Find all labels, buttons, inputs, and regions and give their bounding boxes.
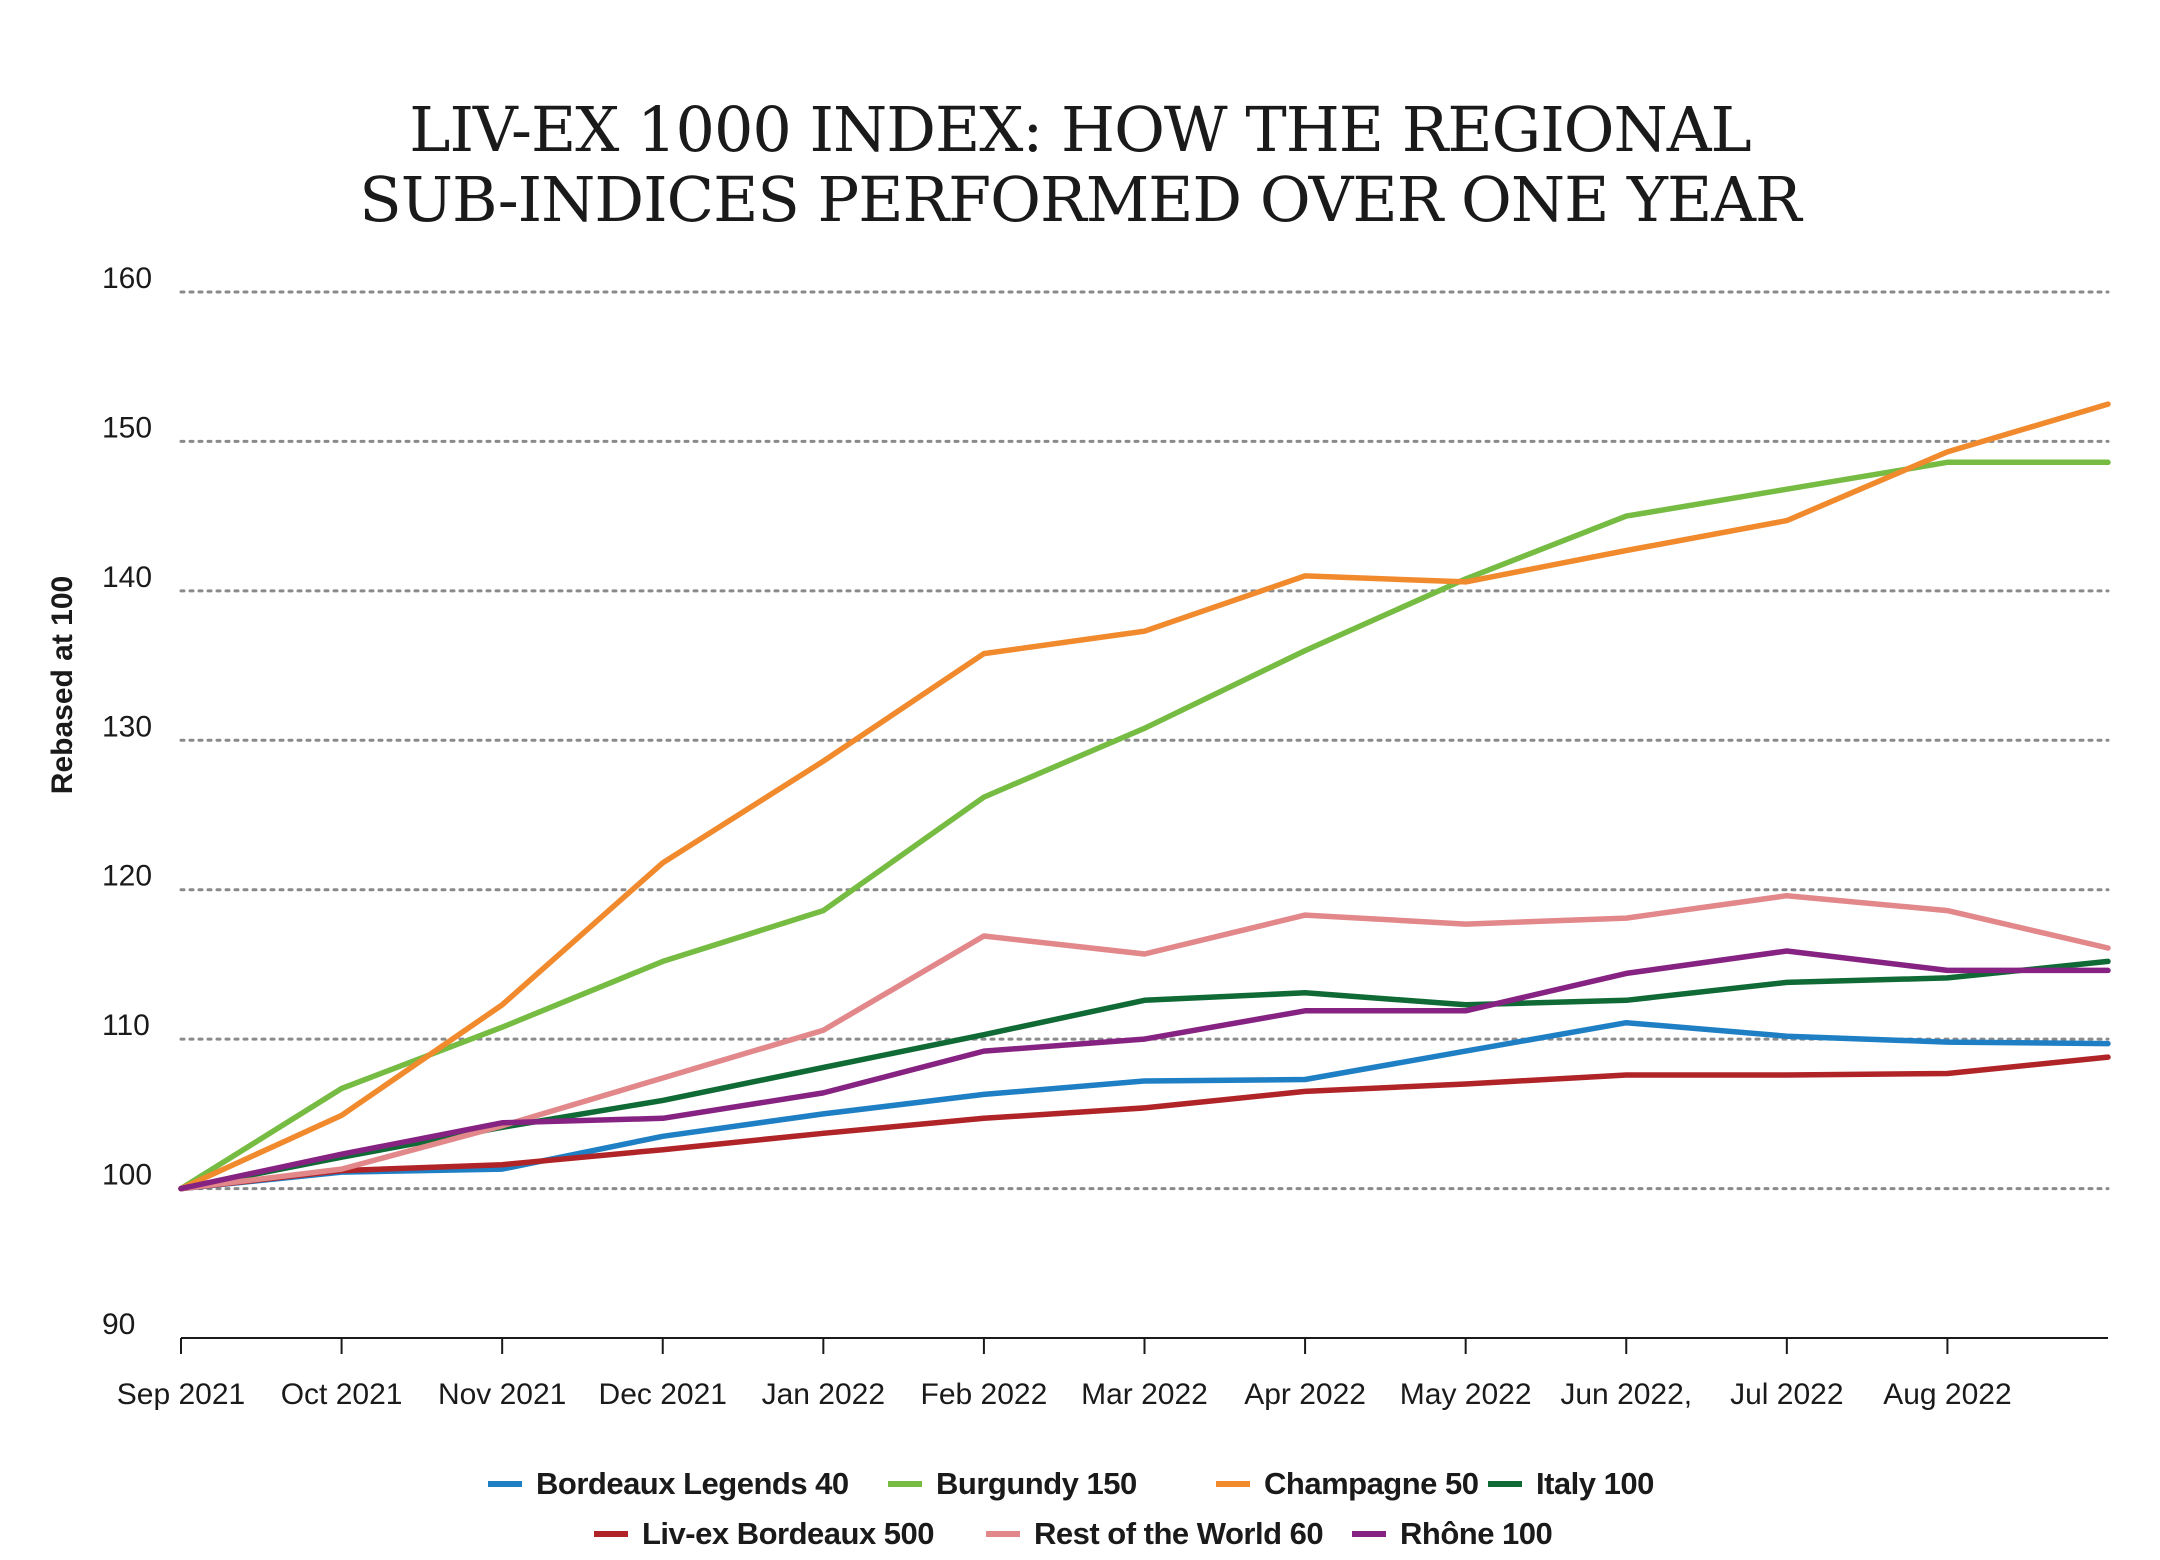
legend-label-liv-ex-bordeaux-500: Liv-ex Bordeaux 500	[642, 1516, 934, 1551]
x-tick-label-11: Aug 2022	[1883, 1378, 2011, 1411]
x-tick-label-0: Sep 2021	[117, 1378, 245, 1411]
chart-title-line-1: LIV-EX 1000 INDEX: HOW THE REGIONAL	[409, 93, 1751, 166]
legend-label-champagne-50: Champagne 50	[1264, 1466, 1479, 1501]
x-tick-label-4: Jan 2022	[762, 1378, 885, 1411]
series-line-champagne-50	[178, 401, 2111, 1192]
y-tick-label-120: 120	[102, 860, 152, 893]
x-tick-label-5: Feb 2022	[921, 1378, 1048, 1411]
x-tick-label-7: Apr 2022	[1244, 1378, 1366, 1411]
x-tick-label-10: Jul 2022	[1730, 1378, 1843, 1411]
x-tick-label-1: Oct 2021	[281, 1378, 403, 1411]
y-tick-label-100: 100	[102, 1159, 152, 1192]
series-line-rest-of-the-world-60	[178, 892, 2111, 1192]
legend-label-rh-ne-100: Rhône 100	[1400, 1516, 1552, 1551]
series-line-rh-ne-100	[178, 948, 2111, 1192]
legend-label-burgundy-150: Burgundy 150	[936, 1466, 1137, 1501]
y-tick-label-140: 140	[102, 561, 152, 594]
y-tick-label-150: 150	[102, 411, 152, 444]
legend-label-italy-100: Italy 100	[1536, 1466, 1654, 1501]
chart-title-line-2: SUB-INDICES PERFORMED OVER ONE YEAR	[359, 163, 1801, 236]
y-tick-label-90: 90	[102, 1308, 135, 1341]
x-tick-label-9: Jun 2022,	[1560, 1378, 1692, 1411]
legend-label-rest-of-the-world-60: Rest of the World 60	[1034, 1516, 1323, 1551]
series-line-burgundy-150	[178, 459, 2111, 1192]
y-tick-label-110: 110	[102, 1009, 150, 1042]
series-line-liv-ex-bordeaux-500	[178, 1054, 2111, 1192]
x-tick-label-2: Nov 2021	[438, 1378, 566, 1411]
y-axis-label: Rebased at 100	[46, 576, 79, 794]
x-tick-label-6: Mar 2022	[1081, 1378, 1208, 1411]
series-line-bordeaux-legends-40	[178, 1019, 2111, 1192]
x-tick-label-8: May 2022	[1400, 1378, 1532, 1411]
y-tick-label-160: 160	[102, 262, 152, 295]
y-tick-label-130: 130	[102, 710, 152, 743]
legend-label-bordeaux-legends-40: Bordeaux Legends 40	[536, 1466, 849, 1501]
x-tick-label-3: Dec 2021	[599, 1378, 727, 1411]
